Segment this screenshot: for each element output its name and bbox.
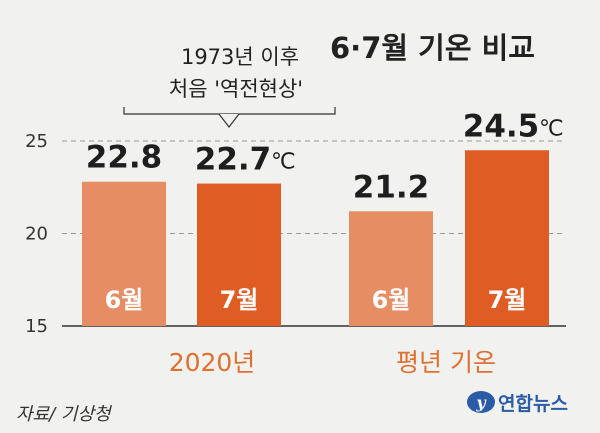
source-note: 자료/ 기상청 xyxy=(16,404,113,425)
yonhap-logo: y 연합뉴스 xyxy=(467,391,568,415)
bar-normal-jul xyxy=(465,150,549,326)
y-tick-label: 20 xyxy=(25,224,48,245)
y-axis: 15 20 25 xyxy=(25,131,48,337)
bar-2020-jul xyxy=(197,183,281,326)
chart-title: 6·7월 기온 비교 xyxy=(330,31,535,65)
bar-2020-jun xyxy=(82,181,166,326)
bar-value-label: 22.8 xyxy=(86,140,163,176)
group-label-2020: 2020년 xyxy=(169,348,256,377)
bar-value-label: 24.5 xyxy=(463,108,540,144)
logo-mark-icon xyxy=(467,391,495,413)
group-label-normal: 평년 기온 xyxy=(396,348,496,377)
bar-normal-jun xyxy=(349,211,433,326)
bar-value-label: 21.2 xyxy=(353,169,430,205)
bar-month-label: 7월 xyxy=(220,286,259,314)
unit-label: ℃ xyxy=(539,116,564,141)
unit-label: ℃ xyxy=(271,150,296,175)
annotation-line-2: 처음 '역전현상' xyxy=(169,77,303,101)
logo-mark-letter: y xyxy=(475,393,487,412)
bar-value-label: 22.7 xyxy=(195,142,272,178)
logo-text: 연합뉴스 xyxy=(498,393,568,415)
reversal-annotation: 1973년 이후 처음 '역전현상' xyxy=(123,45,336,128)
bar-month-label: 6월 xyxy=(372,286,411,314)
y-tick-label: 25 xyxy=(25,131,48,152)
y-tick-label: 15 xyxy=(25,316,48,337)
annotation-pointer xyxy=(218,113,240,128)
bar-series xyxy=(82,150,549,326)
bar-month-label: 7월 xyxy=(488,286,527,314)
annotation-bracket xyxy=(123,107,336,115)
annotation-line-1: 1973년 이후 xyxy=(181,45,299,69)
bar-month-label: 6월 xyxy=(105,286,144,314)
